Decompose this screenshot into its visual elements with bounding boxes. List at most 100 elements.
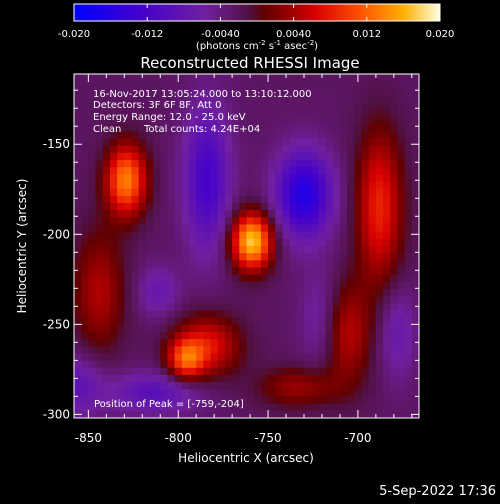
heatmap-cell [196, 174, 204, 182]
heatmap-cell [131, 396, 140, 405]
heatmap-cell [88, 332, 96, 340]
heatmap-cell [174, 124, 183, 132]
heatmap-cell [282, 267, 291, 276]
heatmap-cell [95, 410, 104, 418]
heatmap-cell [275, 238, 283, 247]
heatmap-cell [390, 324, 398, 333]
heatmap-cell [181, 382, 190, 390]
heatmap-cell [347, 367, 355, 376]
heatmap-cell [296, 410, 305, 418]
heatmap-cell [339, 360, 348, 369]
heatmap-cell [102, 267, 111, 276]
heatmap-cell [282, 124, 291, 132]
heatmap-cell [181, 353, 190, 362]
colorbar-units: (photons cm-2 s-1 asec-2) [196, 39, 318, 52]
heatmap-cell [196, 289, 204, 297]
heatmap-cell [282, 324, 291, 333]
heatmap-cell [375, 246, 384, 254]
heatmap-cell [95, 267, 104, 276]
heatmap-cell [224, 367, 233, 376]
heatmap-cell [368, 95, 377, 104]
heatmap-cell [124, 138, 132, 147]
heatmap-cell [203, 332, 211, 340]
heatmap-cell [109, 224, 118, 233]
heatmap-cell [239, 274, 247, 283]
heatmap-cell [268, 396, 276, 405]
heatmap-cell [339, 74, 348, 82]
heatmap-cell [131, 267, 140, 276]
heatmap-cell [124, 339, 132, 347]
heatmap-cell [268, 260, 276, 268]
heatmap-cell [189, 332, 197, 340]
heatmap-cell [361, 246, 370, 254]
heatmap-cell [124, 210, 132, 218]
heatmap-cell [253, 88, 262, 96]
heatmap-cell [124, 346, 132, 354]
heatmap-cell [232, 109, 240, 118]
heatmap-cell [311, 260, 319, 268]
annotation-peak-position: Position of Peak = [-759,-204] [94, 399, 244, 410]
heatmap-cell [74, 81, 82, 89]
heatmap-cell [318, 367, 326, 376]
heatmap-cell [354, 274, 362, 283]
heatmap-cell [347, 403, 355, 412]
heatmap-cell [138, 203, 147, 211]
heatmap-cell [210, 181, 219, 190]
heatmap-cell [81, 231, 89, 240]
heatmap-cell [361, 167, 370, 175]
heatmap-cell [95, 332, 104, 340]
heatmap-cell [361, 360, 370, 369]
heatmap-cell [181, 375, 190, 383]
heatmap-cell [124, 188, 132, 197]
heatmap-cell [239, 317, 247, 326]
heatmap-cell [268, 145, 276, 154]
heatmap-cell [318, 238, 326, 247]
heatmap-cell [181, 274, 190, 283]
heatmap-cell [131, 217, 140, 225]
heatmap-cell [339, 217, 348, 225]
heatmap-cell [196, 353, 204, 362]
heatmap-cell [397, 382, 406, 390]
heatmap-cell [74, 138, 82, 147]
heatmap-cell [339, 281, 348, 290]
heatmap-cell [404, 138, 413, 147]
heatmap-cell [88, 145, 96, 154]
heatmap-cell [275, 246, 283, 254]
heatmap-cell [383, 102, 391, 111]
heatmap-cell [174, 281, 183, 290]
heatmap-cell [339, 324, 348, 333]
heatmap-cell [289, 346, 298, 354]
heatmap-cell [224, 210, 233, 218]
heatmap-cell [404, 289, 413, 297]
heatmap-cell [210, 210, 219, 218]
heatmap-cell [311, 289, 319, 297]
heatmap-cell [224, 339, 233, 347]
heatmap-cell [275, 260, 283, 268]
heatmap-cell [253, 181, 262, 190]
heatmap-cell [375, 267, 384, 276]
heatmap-cell [74, 274, 82, 283]
heatmap-cell [102, 332, 111, 340]
heatmap-cell [153, 253, 161, 261]
heatmap-cell [217, 131, 226, 139]
heatmap-cell [311, 367, 319, 376]
heatmap-cell [88, 246, 96, 254]
heatmap-cell [383, 181, 391, 190]
heatmap-cell [102, 231, 111, 240]
heatmap-cell [411, 382, 419, 390]
heatmap-cell [138, 246, 147, 254]
heatmap-cell [260, 253, 269, 261]
heatmap-cell [275, 217, 283, 225]
heatmap-cell [339, 145, 348, 154]
heatmap-cell [296, 188, 305, 197]
heatmap-cell [289, 353, 298, 362]
heatmap-cell [217, 382, 226, 390]
heatmap-cell [282, 375, 291, 383]
heatmap-cell [124, 231, 132, 240]
heatmap-cell [296, 217, 305, 225]
heatmap-cell [217, 332, 226, 340]
heatmap-cell [74, 367, 82, 376]
heatmap-cell [268, 152, 276, 161]
heatmap-cell [260, 160, 269, 168]
heatmap-cell [117, 95, 125, 104]
